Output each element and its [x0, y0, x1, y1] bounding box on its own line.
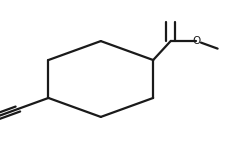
Text: O: O: [192, 36, 200, 46]
